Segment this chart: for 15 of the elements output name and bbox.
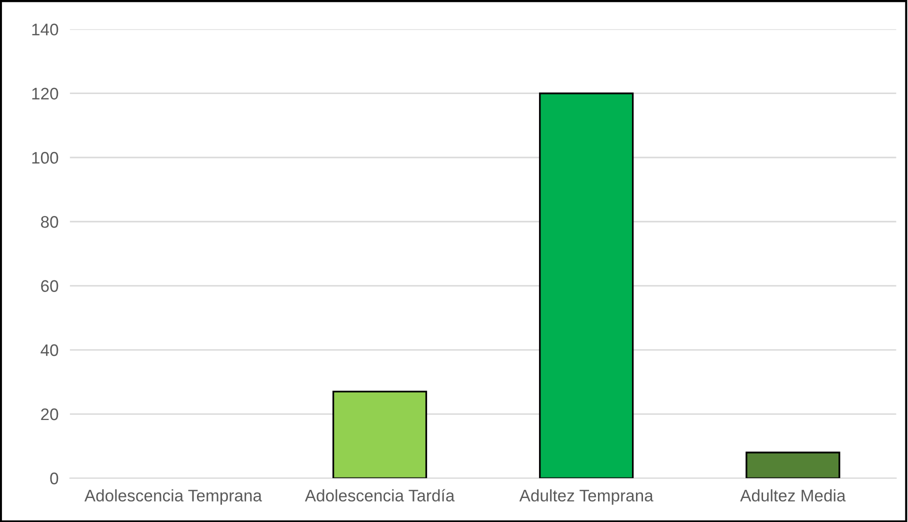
y-tick-label: 140: [32, 24, 58, 36]
x-tick-label: Adultez Media: [740, 489, 846, 502]
y-tick-label: 0: [50, 472, 58, 484]
bar: [332, 390, 428, 478]
y-tick-label: 100: [32, 152, 58, 164]
x-tick-label: Adolescencia Tardía: [304, 489, 455, 502]
y-tick-label: 120: [32, 88, 58, 100]
y-tick-label: 20: [41, 408, 58, 420]
y-tick-label: 80: [40, 216, 58, 228]
y-tick-label: 60: [41, 280, 58, 292]
bar: [746, 452, 840, 478]
x-tick-label: Adultez Temprana: [519, 489, 654, 505]
bar: [539, 92, 634, 478]
x-tick-label: Adolescencia Temprana: [84, 489, 262, 505]
y-tick-label: 40: [40, 344, 58, 356]
